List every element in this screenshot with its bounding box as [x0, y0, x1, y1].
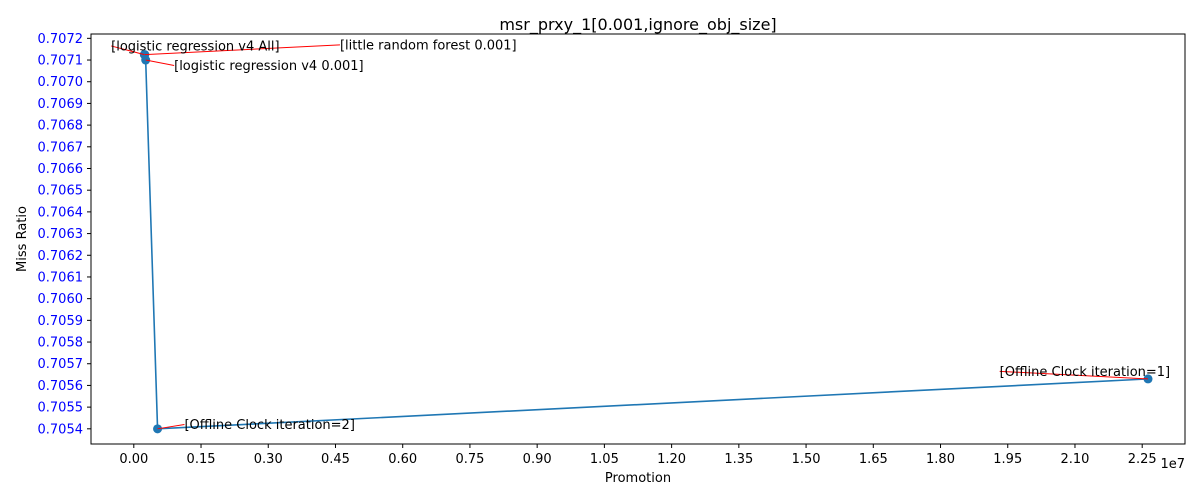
- y-tick-label: 0.7071: [38, 54, 84, 69]
- y-tick-label: 0.7056: [38, 379, 84, 394]
- annotation-label: [Offline Clock iteration=2]: [184, 418, 354, 433]
- y-tick-label: 0.7054: [38, 422, 84, 437]
- x-offset-text: 1e7: [1160, 457, 1185, 472]
- y-tick-label: 0.7060: [38, 292, 84, 307]
- y-axis: 0.7054 0.7055 0.7056 0.7057 0.7058 0.7059 0.70…: [38, 32, 91, 437]
- annotation-label: [logistic regression v4 0.001]: [174, 59, 364, 74]
- annotation-arrow: [111, 45, 145, 56]
- chart-title: msr_prxy_1[0.001,ignore_obj_size]: [499, 15, 776, 35]
- x-tick-label: 1.35: [724, 452, 753, 467]
- y-tick-label: 0.7062: [38, 249, 84, 264]
- y-tick-label: 0.7072: [38, 32, 84, 47]
- y-tick-label: 0.7069: [38, 97, 84, 112]
- x-tick-label: 0.45: [321, 452, 350, 467]
- annotation-label: [logistic regression v4 All]: [111, 39, 279, 54]
- x-tick-label: 0.75: [455, 452, 484, 467]
- y-tick-label: 0.7067: [38, 140, 84, 155]
- y-tick-label: 0.7063: [38, 227, 84, 242]
- x-tick-label: 1.05: [590, 452, 619, 467]
- y-tick-label: 0.7068: [38, 119, 84, 134]
- annotation-arrow: [999, 370, 1149, 380]
- x-tick-label: 1.50: [792, 452, 821, 467]
- annotation-label: [Offline Clock iteration=1]: [1000, 365, 1170, 380]
- x-tick-label: 2.25: [1128, 452, 1157, 467]
- y-tick-label: 0.7066: [38, 162, 84, 177]
- x-tick-label: 0.00: [119, 452, 148, 467]
- x-tick-label: 1.95: [993, 452, 1022, 467]
- y-tick-label: 0.7061: [38, 270, 84, 285]
- x-tick-label: 0.15: [187, 452, 216, 467]
- x-tick-label: 2.10: [1060, 452, 1089, 467]
- x-axis: 0.00 0.15 0.30 0.45 0.60 0.75 0.90 1.05 1.20 1.35…: [119, 444, 1157, 467]
- x-tick-label: 0.30: [254, 452, 283, 467]
- y-tick-label: 0.7058: [38, 336, 84, 351]
- annotation-arrow: [145, 59, 175, 66]
- annotation-arrow: [157, 423, 185, 430]
- plot-area-frame: [90, 33, 1186, 445]
- y-tick-label: 0.7055: [38, 401, 84, 416]
- y-tick-label: 0.7057: [38, 357, 84, 372]
- x-axis-label: Promotion: [605, 471, 671, 486]
- x-tick-label: 1.65: [859, 452, 888, 467]
- x-tick-label: 1.80: [926, 452, 955, 467]
- y-axis-label: Miss Ratio: [15, 206, 30, 272]
- x-tick-label: 0.60: [388, 452, 417, 467]
- y-tick-label: 0.7065: [38, 184, 84, 199]
- series-line: [143, 53, 1149, 430]
- annotation-arrow: [144, 44, 340, 56]
- annotation-layer: [logistic regression v4 All] [little rand…: [111, 38, 1170, 433]
- y-tick-label: 0.7070: [38, 75, 84, 90]
- x-tick-label: 1.20: [657, 452, 686, 467]
- y-tick-label: 0.7064: [38, 205, 84, 220]
- y-tick-label: 0.7059: [38, 314, 84, 329]
- annotation-label: [little random forest 0.001]: [340, 38, 517, 53]
- x-tick-label: 0.90: [523, 452, 552, 467]
